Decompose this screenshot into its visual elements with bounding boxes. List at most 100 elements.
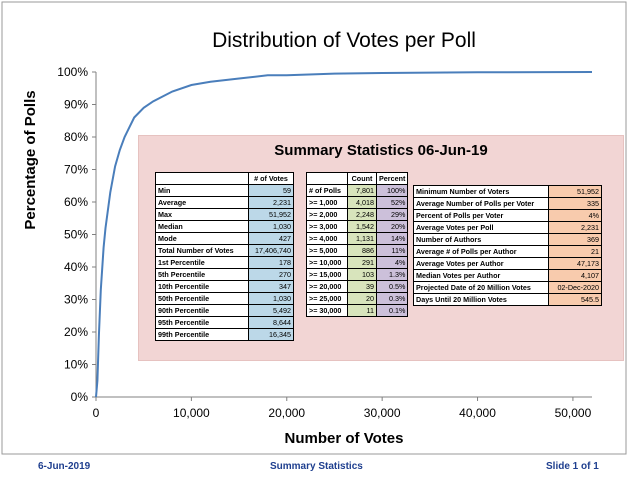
table-row: Average Votes per Author 47,173 [413,257,602,270]
metric-value: 4,107 [548,269,602,282]
x-tick-label: 50,000 [555,406,592,420]
stat-label: 1st Percentile [155,256,249,269]
poll-percent: 0.3% [375,292,409,305]
table-row: >= 30,000 11 0.1% [306,304,409,317]
y-axis-label: Percentage of Polls [22,90,39,230]
metric-value: 369 [548,233,602,246]
table-row: 5th Percentile 270 [155,268,294,281]
stat-value: 17,406,740 [248,244,294,257]
y-tick-label: 30% [64,293,88,307]
x-tick-label: 10,000 [173,406,210,420]
table-row: >= 2,000 2,248 29% [306,208,409,221]
table-row: Average Votes per Poll 2,231 [413,221,602,234]
table-row: # of Polls 7,801 100% [306,184,409,197]
table-row: >= 4,000 1,131 14% [306,232,409,245]
stat-label: 90th Percentile [155,304,249,317]
threshold-label: >= 1,000 [306,196,348,209]
table-row: 1st Percentile 178 [155,256,294,269]
poll-percent: 11% [375,244,409,257]
poll-percent: 1.3% [375,268,409,281]
poll-percent: 20% [375,220,409,233]
y-tick-label: 100% [57,65,88,79]
stat-value: 178 [248,256,294,269]
x-tick-label: 40,000 [459,406,496,420]
y-tick-label: 50% [64,228,88,242]
table-row: Median 1,030 [155,220,294,233]
table-row: >= 5,000 886 11% [306,244,409,257]
stat-value: 2,231 [248,196,294,209]
stat-value: 59 [248,184,294,197]
metric-value: 47,173 [548,257,602,270]
metric-label: Percent of Polls per Voter [413,209,549,222]
poll-count: 2,248 [347,208,377,221]
table-row: Projected Date of 20 Million Votes 02-Dec… [413,281,602,294]
table-row: Number of Authors 369 [413,233,602,246]
table-row: 10th Percentile 347 [155,280,294,293]
poll-percent: 0.5% [375,280,409,293]
table-row: 95th Percentile 8,644 [155,316,294,329]
poll-count: 20 [347,292,377,305]
footer-slide-number: Slide 1 of 1 [546,461,599,472]
table-row: >= 20,000 39 0.5% [306,280,409,293]
vote-statistics-table: # of Votes Min 59 Average 2,231 Max 51,952 Med… [155,172,294,341]
table-row: >= 3,000 1,542 20% [306,220,409,233]
y-tick-label: 10% [64,358,88,372]
chart-title: Distribution of Votes per Poll [212,29,476,52]
y-tick-label: 0% [71,390,89,404]
table-row: Average 2,231 [155,196,294,209]
summary-title: Summary Statistics 06-Jun-19 [274,142,488,159]
poll-count: 11 [347,304,377,317]
x-axis-ticks: 0 10,000 20,000 30,000 40,000 50,000 [93,397,592,420]
metric-label: Minimum Number of Voters [413,185,549,198]
threshold-label: >= 4,000 [306,232,348,245]
stat-label: 95th Percentile [155,316,249,329]
stat-value: 1,030 [248,292,294,305]
stat-label: 99th Percentile [155,328,249,341]
metric-value: 21 [548,245,602,258]
poll-count: 291 [347,256,377,269]
stat-label: Total Number of Votes [155,244,249,257]
stat-value: 347 [248,280,294,293]
table-header: Count [347,172,377,185]
stat-value: 5,492 [248,304,294,317]
table-row: Median Votes per Author 4,107 [413,269,602,282]
y-tick-label: 80% [64,130,88,144]
poll-count: 103 [347,268,377,281]
threshold-label: >= 20,000 [306,280,348,293]
metric-label: Median Votes per Author [413,269,549,282]
stat-label: Max [155,208,249,221]
poll-distribution-table: Count Percent # of Polls 7,801 100% >= 1,00… [306,172,409,317]
poll-percent: 29% [375,208,409,221]
metric-label: Average Number of Polls per Voter [413,197,549,210]
threshold-label: >= 15,000 [306,268,348,281]
stat-label: Min [155,184,249,197]
y-tick-label: 90% [64,98,88,112]
table-header: Percent [375,172,409,185]
x-axis-label: Number of Votes [284,430,404,447]
y-tick-label: 70% [64,163,88,177]
y-tick-label: 60% [64,195,88,209]
y-axis-ticks: 0% 10% 20% 30% 40% 50% 60% 70% 80% 90% 100% [57,65,96,404]
threshold-label: >= 25,000 [306,292,348,305]
poll-percent: 14% [375,232,409,245]
table-row: >= 1,000 4,018 52% [306,196,409,209]
table-row: 90th Percentile 5,492 [155,304,294,317]
stat-value: 427 [248,232,294,245]
poll-count: 4,018 [347,196,377,209]
poll-count: 1,542 [347,220,377,233]
metric-label: Average Votes per Author [413,257,549,270]
stat-value: 270 [248,268,294,281]
y-tick-label: 40% [64,260,88,274]
stat-value: 1,030 [248,220,294,233]
misc-statistics-table: Minimum Number of Voters 51,952 Average Nu… [413,185,602,306]
table-row: Average Number of Polls per Voter 335 [413,197,602,210]
stat-label: Median [155,220,249,233]
table-row: Percent of Polls per Voter 4% [413,209,602,222]
y-tick-label: 20% [64,325,88,339]
metric-value: 2,231 [548,221,602,234]
cumulative-distribution-line [95,71,593,398]
poll-percent: 52% [375,196,409,209]
table-row: 99th Percentile 16,345 [155,328,294,341]
table-row: Minimum Number of Voters 51,952 [413,185,602,198]
